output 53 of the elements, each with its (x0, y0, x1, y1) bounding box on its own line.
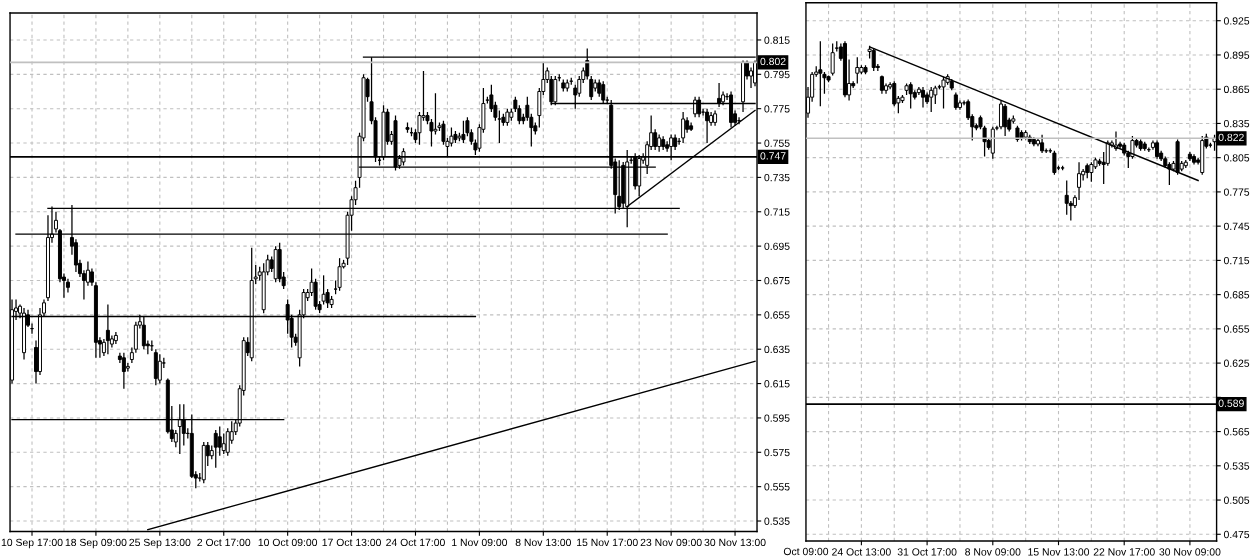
y-tick-label: 0.835 (1223, 119, 1250, 128)
x-tick-label: 31 Oct 17:00 (897, 548, 957, 556)
x-tick-label: 30 Nov 13:00 (704, 538, 766, 547)
y-tick-label: 0.925 (1223, 17, 1250, 25)
y-tick-label: 0.795 (764, 70, 790, 79)
y-tick-label: 0.895 (1223, 51, 1250, 59)
ref-line-label: 0.822 (1218, 133, 1244, 142)
x-tick-label: 24 Oct 13:00 (832, 548, 891, 556)
x-tick-label: 22 Nov 17:00 (1093, 548, 1155, 556)
x-tick-label: 15 Nov 13:00 (1028, 548, 1090, 556)
ref-line-label: 0.747 (760, 152, 786, 160)
x-tick-label: 1 Nov 09:00 (452, 538, 508, 547)
x-tick-label: 10 Oct 09:00 (258, 538, 318, 547)
y-tick-label: 0.735 (764, 173, 790, 182)
x-tick-label: 30 Nov 09:00 (1159, 548, 1221, 556)
ref-line-label: 0.802 (760, 57, 786, 66)
y-tick-label: 0.815 (764, 36, 790, 44)
y-tick-label: 0.565 (1223, 428, 1250, 436)
text: Oct 09:00 (783, 547, 829, 556)
x-tick-label: 18 Sep 09:00 (65, 538, 127, 549)
y-tick-label: 0.655 (1223, 325, 1250, 333)
y-tick-label: 0.625 (1223, 359, 1250, 367)
x-tick-label: 8 Nov 09:00 (965, 548, 1021, 556)
y-tick-label: 0.555 (764, 483, 790, 491)
x-tick-label: 10 Sep 17:00 (1, 538, 63, 549)
x-tick-label: 25 Sep 13:00 (129, 538, 191, 549)
y-tick-label: 0.505 (1223, 496, 1250, 504)
y-tick-label: 0.635 (764, 345, 790, 354)
ref-line-label: 0.589 (1218, 399, 1244, 407)
y-tick-label: 0.675 (764, 276, 790, 285)
x-tick-label: 2 Oct 17:00 (197, 538, 251, 547)
y-tick-label: 0.865 (1223, 85, 1250, 94)
y-tick-label: 0.685 (1223, 291, 1250, 299)
y-tick-label: 0.805 (1223, 154, 1250, 162)
y-tick-label: 0.535 (1223, 462, 1250, 470)
y-tick-label: 0.615 (764, 380, 790, 388)
y-tick-label: 0.775 (1223, 188, 1250, 196)
y-tick-label: 0.715 (1223, 256, 1250, 265)
y-tick-label: 0.775 (764, 105, 790, 113)
x-tick-label: 8 Nov 13:00 (515, 538, 571, 547)
x-tick-label: 17 Oct 13:00 (322, 538, 381, 547)
y-tick-label: 0.655 (764, 311, 790, 319)
y-tick-label: 0.715 (764, 208, 790, 216)
y-tick-label: 0.595 (764, 414, 790, 422)
y-tick-label: 0.745 (1223, 222, 1250, 231)
x-tick-label: 24 Oct 17:00 (386, 538, 445, 547)
y-tick-label: 0.575 (764, 448, 790, 457)
y-tick-label: 0.695 (764, 242, 790, 251)
x-tick-label: 15 Nov 17:00 (577, 538, 638, 547)
y-tick-label: 0.755 (764, 139, 790, 147)
x-tick-label: 23 Nov 09:00 (640, 538, 702, 547)
y-tick-label: 0.475 (1223, 530, 1250, 539)
y-tick-label: 0.535 (764, 517, 790, 525)
